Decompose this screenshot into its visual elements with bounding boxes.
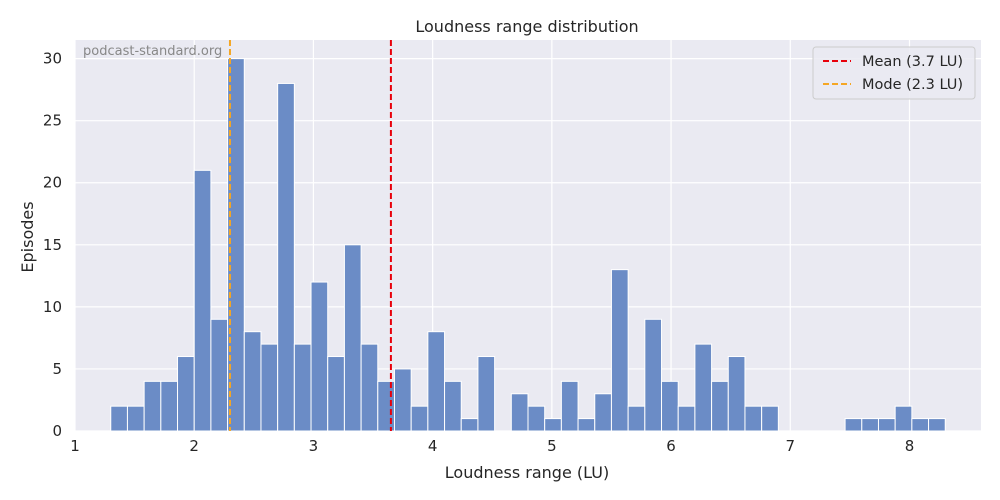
histogram-bar	[727, 356, 746, 432]
x-tick-label: 2	[189, 437, 199, 455]
histogram-bar	[844, 418, 863, 432]
x-tick-label: 4	[428, 437, 438, 455]
histogram-bar	[327, 356, 345, 432]
histogram-bar	[260, 343, 279, 432]
histogram-bar	[177, 356, 195, 432]
histogram-bar	[343, 244, 362, 432]
y-tick-label: 20	[43, 174, 62, 192]
histogram-bar	[410, 405, 429, 432]
histogram-bar	[227, 58, 245, 432]
x-axis-ticks: 1 2 3 4 5 6 7 8	[70, 437, 914, 455]
histogram-bar	[243, 331, 262, 432]
histogram-bar	[861, 418, 879, 432]
legend-label: Mode (2.3 LU)	[862, 77, 963, 93]
x-tick-label: 6	[666, 437, 676, 455]
histogram-bar	[594, 393, 612, 432]
histogram-bar	[744, 405, 763, 432]
histogram-bar	[677, 405, 696, 432]
histogram-bar	[477, 356, 496, 432]
histogram-bar	[277, 82, 295, 432]
histogram-bar	[143, 380, 162, 432]
histogram-bar	[360, 343, 379, 432]
histogram-bar	[894, 405, 913, 432]
x-tick-label: 5	[547, 437, 557, 455]
histogram-bar	[761, 405, 779, 432]
histogram-bar	[293, 343, 312, 432]
histogram-bar	[444, 380, 462, 432]
histogram-bar	[877, 418, 896, 432]
histogram-bar	[427, 331, 446, 432]
histogram-bar	[627, 405, 646, 432]
y-axis-ticks: 0 5 10 15 20 25 30	[43, 50, 62, 440]
histogram-bar	[694, 343, 713, 432]
histogram-bar	[911, 418, 930, 432]
x-axis-label: Loudness range (LU)	[445, 463, 609, 482]
histogram-bar	[510, 393, 529, 432]
histogram-bar	[110, 405, 128, 432]
histogram-bar	[544, 418, 562, 432]
y-tick-label: 15	[43, 236, 62, 254]
histogram-bar	[393, 368, 412, 432]
histogram-bars	[110, 58, 946, 432]
legend-label: Mean (3.7 LU)	[862, 54, 963, 70]
x-tick-label: 7	[785, 437, 795, 455]
histogram-bar	[610, 269, 629, 432]
histogram-bar	[644, 318, 663, 432]
histogram-bar	[210, 318, 229, 432]
y-tick-label: 0	[52, 422, 62, 440]
legend: Mean (3.7 LU) Mode (2.3 LU)	[812, 46, 976, 100]
y-axis-label: Episodes	[18, 201, 37, 272]
y-tick-label: 5	[52, 360, 62, 378]
histogram-bar	[928, 418, 946, 432]
watermark-text: podcast-standard.org	[83, 44, 222, 59]
histogram-bar	[193, 169, 212, 432]
y-tick-label: 30	[43, 50, 62, 68]
histogram-bar	[126, 405, 145, 432]
histogram-bar	[577, 418, 596, 432]
x-tick-label: 1	[70, 437, 80, 455]
histogram-bar	[711, 380, 729, 432]
histogram-bar	[661, 380, 679, 432]
histogram-bar	[160, 380, 179, 432]
histogram-bar	[527, 405, 546, 432]
legend-box	[812, 46, 976, 100]
histogram-bar	[460, 418, 479, 432]
chart-title: Loudness range distribution	[415, 17, 638, 36]
y-tick-label: 25	[43, 112, 62, 130]
histogram-bar	[377, 380, 395, 432]
reference-lines	[228, 40, 392, 431]
x-tick-label: 3	[309, 437, 319, 455]
y-tick-label: 10	[43, 298, 62, 316]
histogram-bar	[310, 281, 329, 432]
histogram-bar	[560, 380, 579, 432]
x-tick-label: 8	[905, 437, 915, 455]
